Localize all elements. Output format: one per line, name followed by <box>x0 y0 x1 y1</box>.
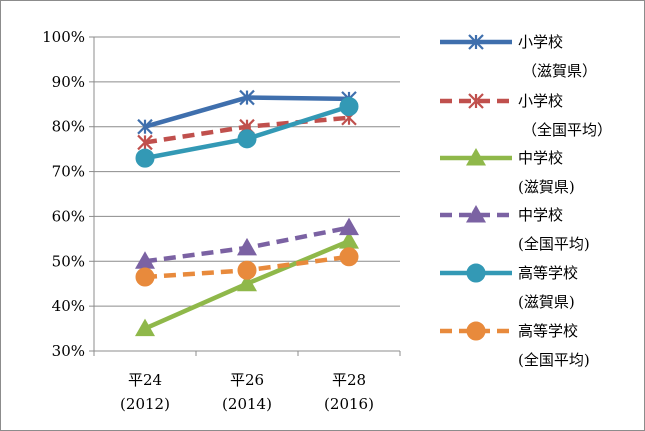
data-point-triangle <box>466 205 486 223</box>
data-point-asterisk <box>239 89 255 106</box>
legend-item: 中学校 (全国平均) <box>440 205 590 253</box>
data-point-triangle <box>466 148 486 166</box>
data-point-triangle <box>339 217 359 236</box>
data-point-triangle <box>237 273 257 292</box>
y-tick-label: 100% <box>42 28 85 46</box>
x-tick-label: 平28 <box>332 371 366 389</box>
data-point-asterisk <box>468 34 484 50</box>
data-point-asterisk <box>137 118 153 135</box>
x-tick-label: (2012) <box>120 395 170 413</box>
data-point-circle <box>339 97 359 117</box>
series-group <box>135 217 359 269</box>
legend-label: (全国平均) <box>518 351 590 369</box>
y-tick-label: 30% <box>52 342 85 360</box>
data-point-circle <box>237 260 257 280</box>
data-point-asterisk <box>137 134 153 151</box>
y-tick-label: 90% <box>52 73 85 91</box>
legend-label: 高等学校 <box>518 264 578 282</box>
series-group <box>135 247 359 287</box>
y-tick-label: 80% <box>52 118 85 136</box>
legend-label: 小学校 <box>518 92 563 110</box>
data-point-circle <box>466 321 486 341</box>
legend-label: 小学校 <box>518 33 563 51</box>
legend-label: （滋賀県） <box>522 62 597 80</box>
data-point-circle <box>339 247 359 267</box>
data-point-triangle <box>135 251 155 269</box>
legend-item: 小学校 （全国平均） <box>440 92 612 139</box>
y-tick-label: 50% <box>52 252 85 270</box>
y-tick-label: 70% <box>52 163 85 181</box>
data-point-triangle <box>135 318 155 337</box>
data-point-circle <box>135 267 155 287</box>
data-point-circle <box>135 148 155 168</box>
data-point-triangle <box>237 237 257 256</box>
data-point-asterisk <box>468 93 484 109</box>
y-tick-label: 40% <box>52 297 85 315</box>
x-tick-label: 平26 <box>230 371 264 389</box>
axes: 30% 40% 50% 60% 70% 80% 90% 100% 平24 (2012) 平26 (20… <box>42 28 401 413</box>
series-group <box>135 231 359 337</box>
data-point-circle <box>466 263 486 283</box>
series-lines <box>135 89 359 337</box>
series-group <box>137 109 357 151</box>
legend-label: (滋賀県) <box>518 178 575 196</box>
legend: 小学校 （滋賀県） 小学校 （全国平均） 中学校 (滋賀県) 中学校 (全国平均) 高等学校 (滋… <box>440 33 612 369</box>
legend-item: 高等学校 (全国平均) <box>440 321 590 369</box>
legend-item: 高等学校 (滋賀県) <box>440 263 578 311</box>
legend-label: (滋賀県) <box>518 293 575 311</box>
legend-label: 中学校 <box>518 206 563 224</box>
x-tick-label: (2016) <box>324 395 374 413</box>
x-tick-label: (2014) <box>222 395 272 413</box>
legend-label: （全国平均） <box>522 121 612 139</box>
data-point-triangle <box>339 231 359 249</box>
y-tick-label: 60% <box>52 207 85 225</box>
series-group <box>135 97 359 168</box>
x-tick-label: 平24 <box>128 371 162 389</box>
legend-label: (全国平均) <box>518 235 590 253</box>
legend-label: 中学校 <box>518 149 563 167</box>
data-point-circle <box>237 129 257 149</box>
legend-item: 中学校 (滋賀県) <box>440 148 575 196</box>
legend-label: 高等学校 <box>518 322 578 340</box>
legend-item: 小学校 （滋賀県） <box>440 33 597 80</box>
